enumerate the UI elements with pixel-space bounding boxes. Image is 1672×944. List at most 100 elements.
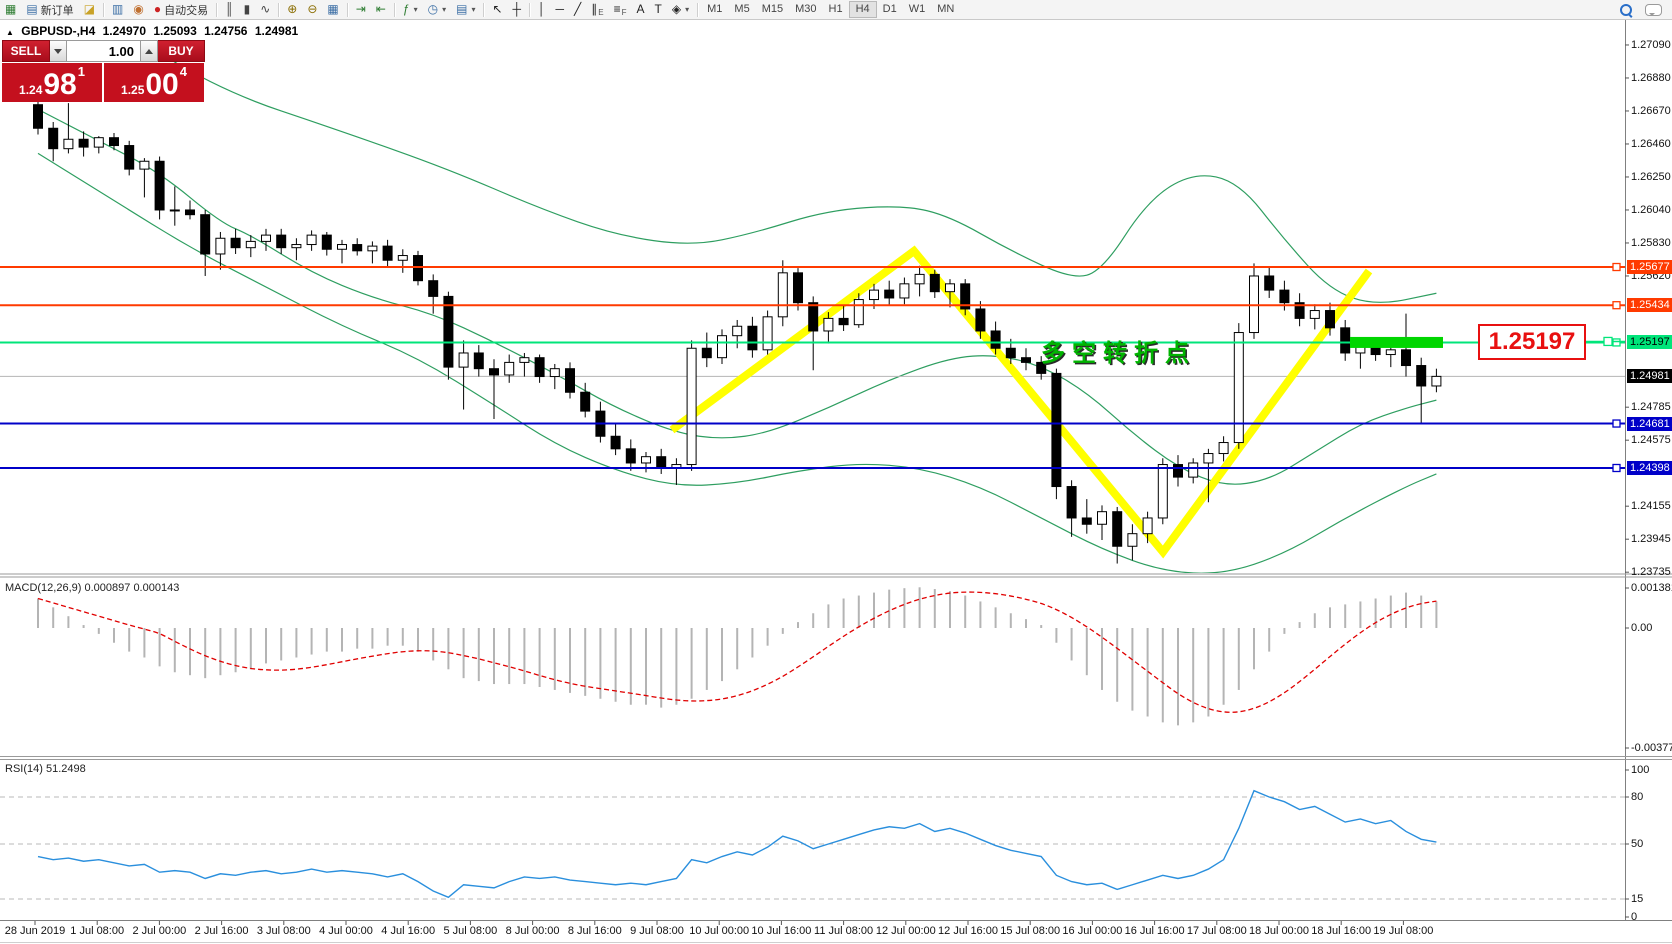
new-chart-icon: ▦ <box>5 2 17 16</box>
auto-scroll-icon[interactable]: ⇥ <box>351 0 371 19</box>
signals-icon[interactable]: ◉ <box>128 0 148 19</box>
autotrading-button[interactable]: ● 自动交易 <box>149 0 213 19</box>
macd-tick: 0.00 <box>1631 622 1653 634</box>
price-tick: 1.23945 <box>1631 533 1671 546</box>
tf-W1[interactable]: W1 <box>908 3 926 15</box>
volume-input[interactable]: 1.00 <box>67 40 141 62</box>
tf-D1[interactable]: D1 <box>882 3 897 15</box>
templates-button[interactable]: ▤ ▾ <box>451 0 480 19</box>
text-icon[interactable]: A <box>632 0 650 19</box>
line-chart-icon: ∿ <box>260 2 271 16</box>
date-tick: 15 Jul 08:00 <box>1000 925 1061 937</box>
volume-up-button[interactable] <box>141 40 158 62</box>
date-tick: 12 Jul 16:00 <box>938 925 998 937</box>
toolbar-separator <box>278 2 280 17</box>
bar-chart-icon[interactable]: ║ <box>220 0 239 19</box>
quote-close: 1.24981 <box>254 24 299 38</box>
tf-H1[interactable]: H1 <box>828 3 843 15</box>
chart-shift-icon: ⇤ <box>375 2 386 16</box>
sell-button[interactable]: SELL <box>2 40 50 62</box>
buy-button[interactable]: BUY <box>158 40 205 62</box>
date-tick: 17 Jul 08:00 <box>1186 925 1247 937</box>
new-order-button[interactable]: ▤ 新订单 <box>21 0 78 19</box>
fibonacci-icon: ≡ <box>613 2 621 16</box>
search-icon[interactable] <box>1619 3 1633 18</box>
price-level-badge: 1.25197 <box>1627 335 1672 350</box>
horizontal-line-icon[interactable]: ─ <box>551 0 570 19</box>
label-icon: T <box>654 2 662 16</box>
crosshair-icon[interactable]: ┼ <box>508 0 527 19</box>
date-tick: 10 Jul 16:00 <box>751 925 812 937</box>
tf-H4[interactable]: H4 <box>848 1 877 18</box>
buy-price-tile[interactable]: 1.25 00 4 <box>104 63 204 102</box>
buy-price-sup: 4 <box>179 64 187 79</box>
profiles-icon: ▥ <box>112 2 124 16</box>
tf-M30[interactable]: M30 <box>795 3 817 15</box>
indicators-button[interactable]: ƒ ▾ <box>398 0 423 19</box>
tf-M1[interactable]: M1 <box>707 3 723 15</box>
periods-button: ◷ <box>427 2 439 16</box>
vertical-line-icon[interactable]: │ <box>533 0 551 19</box>
rsi-tick: 0 <box>1631 911 1638 923</box>
highlighter-icon: ◪ <box>83 2 96 16</box>
date-tick: 10 Jul 00:00 <box>689 925 750 937</box>
price-callout-label[interactable]: 1.25197 <box>1478 324 1586 360</box>
periods-button[interactable]: ◷ ▾ <box>423 0 452 19</box>
price-tick: 1.26250 <box>1631 170 1671 183</box>
autotrading-button: ● <box>153 2 162 16</box>
tile-windows-icon: ▦ <box>327 2 339 16</box>
chart-annotation-text: 多空转折点 <box>1041 340 1196 367</box>
vertical-line-icon: │ <box>538 2 546 16</box>
price-tick: 1.26880 <box>1631 71 1671 84</box>
zoom-in-icon: ⊕ <box>287 2 298 16</box>
collapse-icon[interactable]: ▲ <box>6 28 14 37</box>
date-tick: 19 Jul 08:00 <box>1373 925 1434 937</box>
tf-M5[interactable]: M5 <box>734 3 750 15</box>
toolbar-separator <box>529 2 531 17</box>
fibonacci-icon[interactable]: ≡ F <box>609 0 632 19</box>
buy-price-small: 1.25 <box>121 83 145 97</box>
sell-price-tile[interactable]: 1.24 98 1 <box>2 63 102 102</box>
highlighter-icon[interactable]: ◪ <box>79 0 100 19</box>
date-tick: 2 Jul 00:00 <box>132 925 187 937</box>
profiles-icon[interactable]: ▥ <box>107 0 128 19</box>
zoom-in-icon[interactable]: ⊕ <box>282 0 302 19</box>
date-tick: 28 Jun 2019 <box>4 925 66 937</box>
rsi-tick: 50 <box>1631 838 1644 850</box>
tf-M15[interactable]: M15 <box>761 3 784 15</box>
indicators-button: ƒ <box>402 2 410 16</box>
new-order-button: ▤ <box>26 2 38 16</box>
price-tick: 1.23735 <box>1631 566 1671 579</box>
date-tick: 16 Jul 00:00 <box>1062 925 1123 937</box>
trendline-icon: ╱ <box>574 2 582 16</box>
toolbar-separator <box>483 2 485 17</box>
label-icon[interactable]: T <box>650 0 667 19</box>
chat-icon[interactable] <box>1645 3 1662 16</box>
rsi-tick: 15 <box>1631 893 1644 905</box>
rsi-tick: 100 <box>1631 764 1650 776</box>
channel-icon[interactable]: ∥ E <box>586 0 608 19</box>
chart-shift-icon[interactable]: ⇤ <box>371 0 391 19</box>
auto-scroll-icon: ⇥ <box>355 2 366 16</box>
arrows-button: ◈ <box>671 2 682 16</box>
sell-price-sup: 1 <box>77 64 85 79</box>
candlestick-chart-icon[interactable]: ▮ <box>239 0 256 19</box>
tf-MN[interactable]: MN <box>937 3 955 15</box>
trendline-icon[interactable]: ╱ <box>569 0 586 19</box>
cursor-icon[interactable]: ↖ <box>487 0 507 19</box>
date-tick: 9 Jul 08:00 <box>630 925 684 937</box>
line-chart-icon[interactable]: ∿ <box>255 0 275 19</box>
arrows-button[interactable]: ◈ ▾ <box>667 0 694 19</box>
new-chart-icon[interactable]: ▦ <box>0 0 21 19</box>
channel-icon: ∥ <box>591 2 598 16</box>
zoom-out-icon[interactable]: ⊖ <box>302 0 322 19</box>
volume-down-button[interactable] <box>50 40 67 62</box>
date-tick: 11 Jul 08:00 <box>814 925 874 937</box>
tile-windows-icon[interactable]: ▦ <box>322 0 343 19</box>
templates-button: ▤ <box>456 2 468 16</box>
date-tick: 1 Jul 08:00 <box>70 925 125 937</box>
price-tick: 1.24155 <box>1631 500 1671 513</box>
